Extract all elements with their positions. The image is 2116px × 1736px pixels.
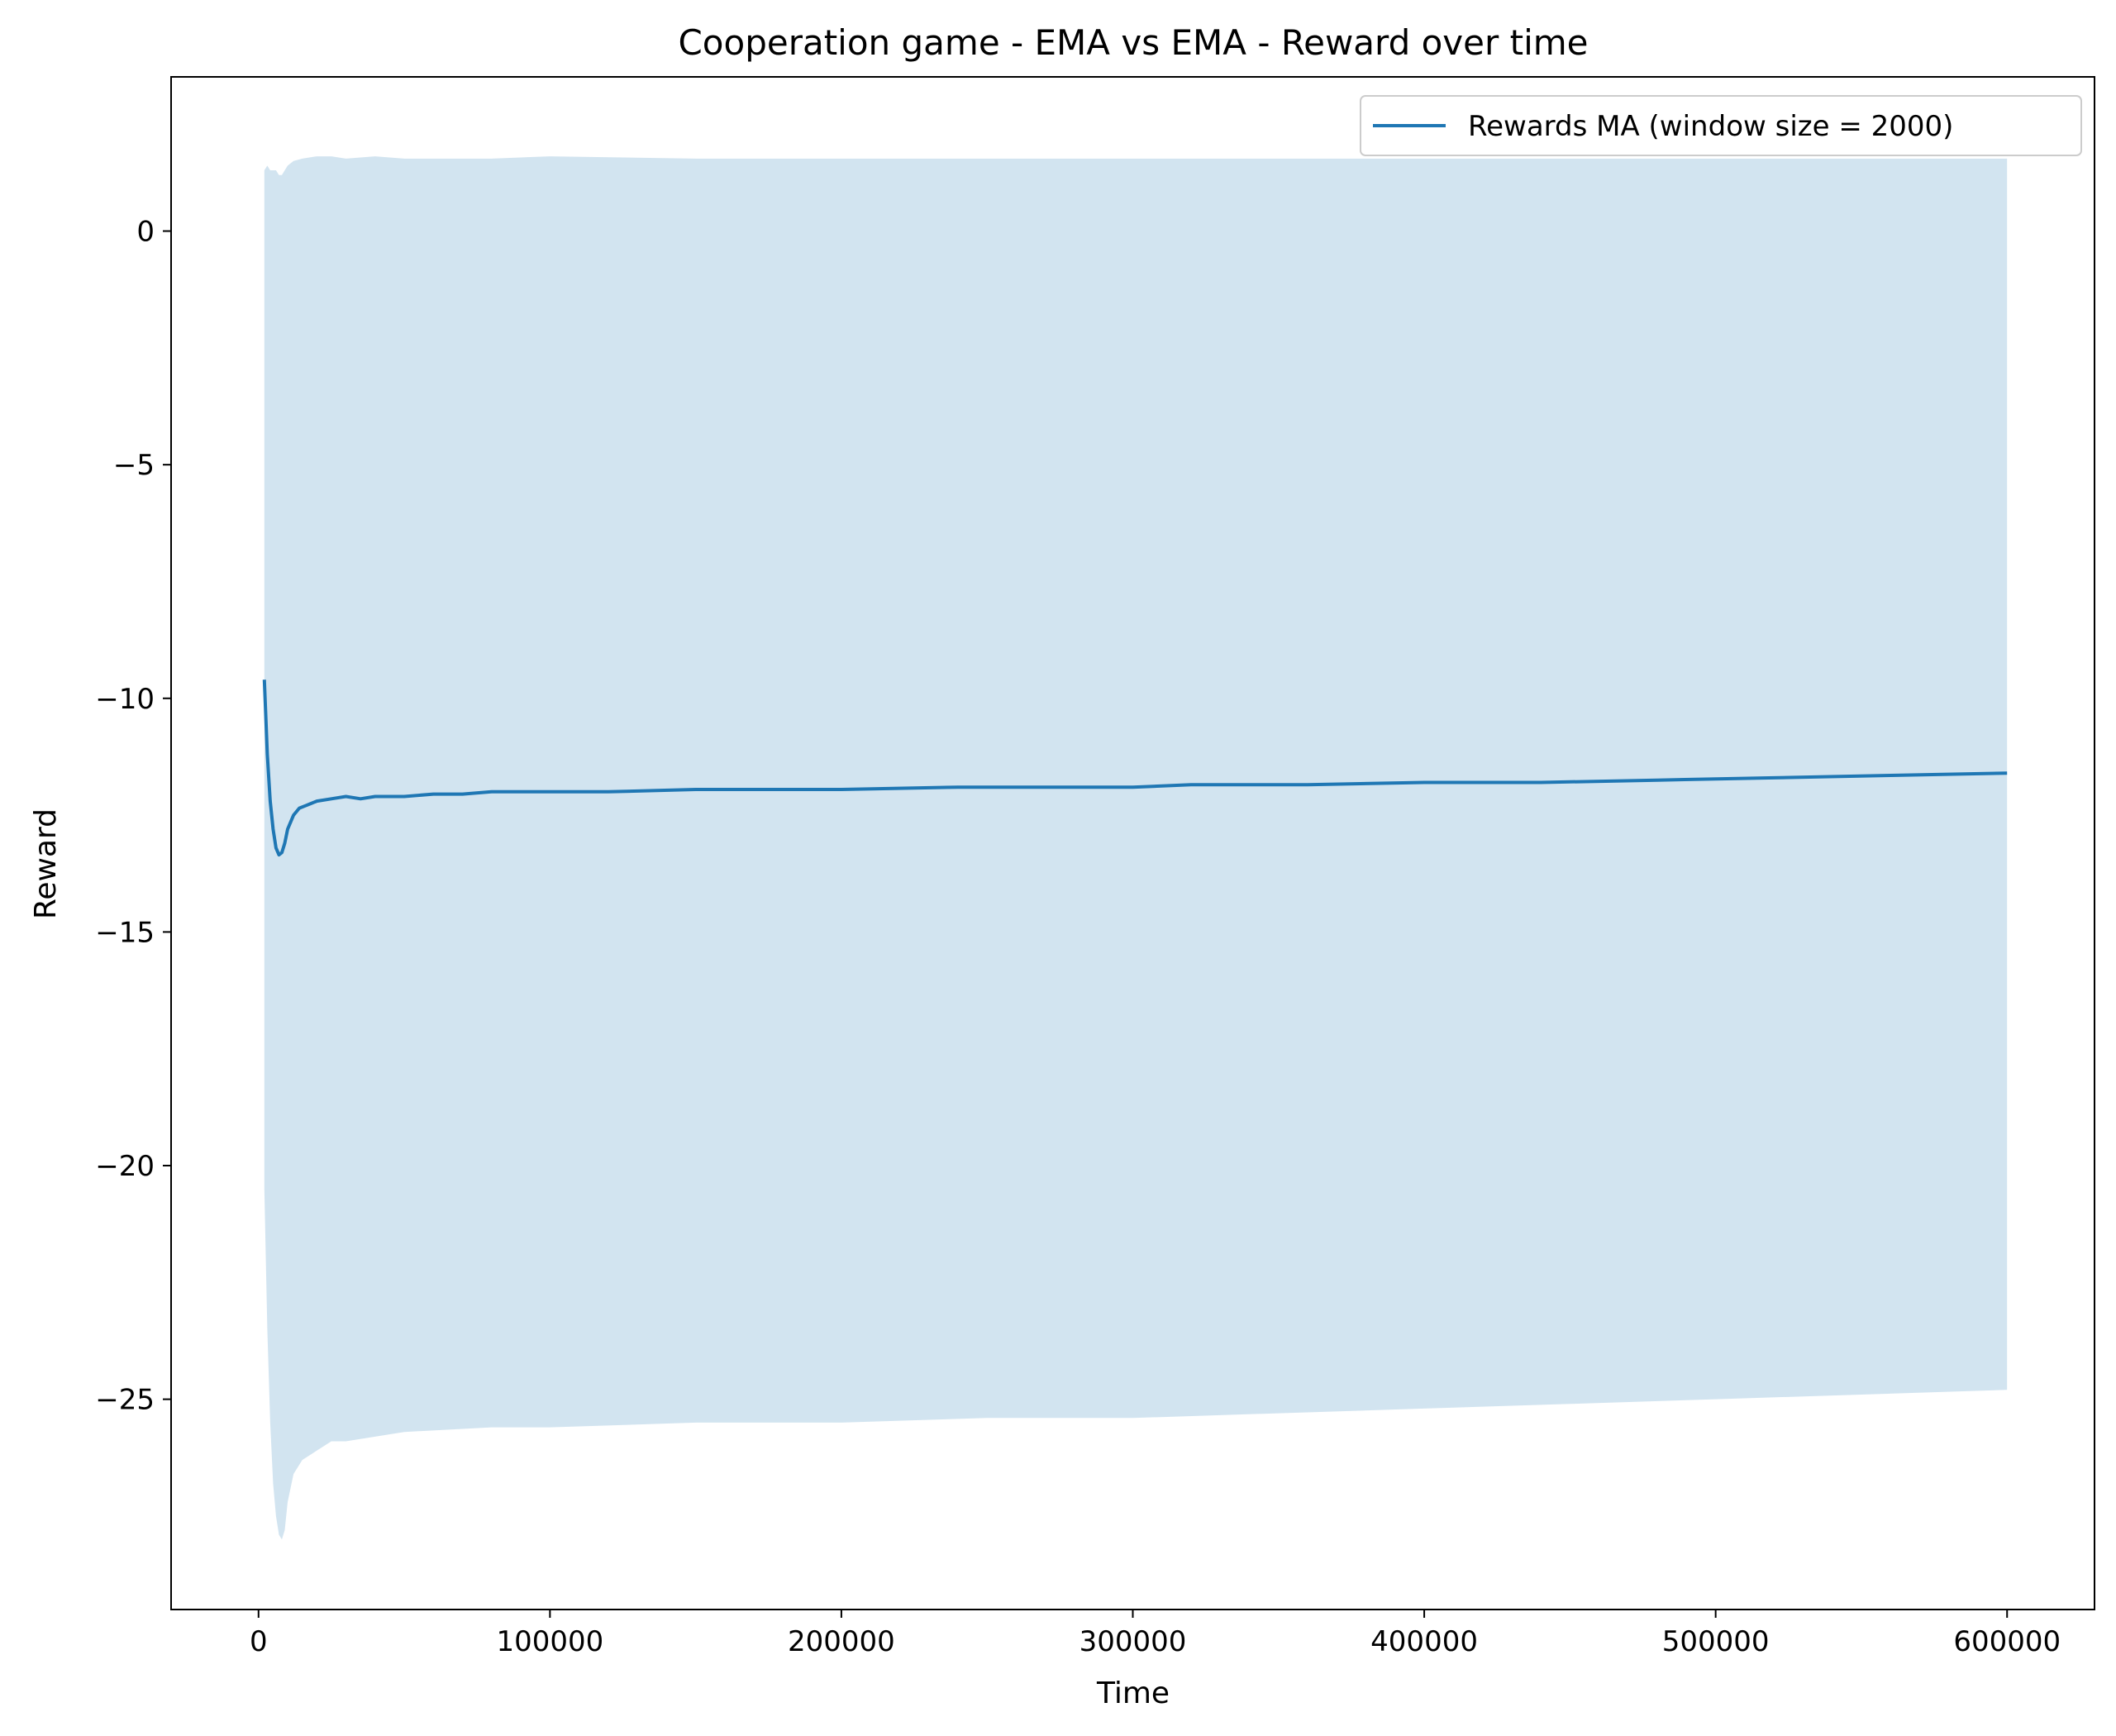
x-tick-label: 600000	[1953, 1625, 2061, 1658]
x-axis: 0 100000 200000 300000 400000 500000 600000	[250, 1610, 2061, 1658]
y-tick-label: −5	[113, 449, 155, 482]
y-tick-label: −10	[95, 683, 155, 716]
x-tick-label: 400000	[1370, 1625, 1478, 1658]
legend-box	[1360, 95, 2082, 156]
y-tick-label: −25	[95, 1384, 155, 1417]
legend-label: Rewards MA (window size = 2000)	[1468, 110, 1953, 143]
x-tick-label: 300000	[1079, 1625, 1187, 1658]
x-tick-label: 200000	[788, 1625, 895, 1658]
y-tick-label: −15	[95, 916, 155, 949]
std-band	[264, 156, 2008, 1540]
chart-title: Cooperation game - EMA vs EMA - Reward o…	[678, 22, 1588, 63]
y-axis: 0 −5 −10 −15 −20 −25	[95, 216, 171, 1417]
series-line-0	[262, 680, 2008, 857]
legend: Rewards MA (window size = 2000)	[1360, 95, 2082, 156]
x-axis-label: Time	[1096, 1676, 1170, 1710]
y-axis-label: Reward	[29, 808, 63, 919]
plot-area	[262, 156, 2008, 1540]
x-tick-label: 0	[250, 1625, 268, 1658]
x-tick-label: 100000	[496, 1625, 603, 1658]
x-tick-label: 500000	[1662, 1625, 1770, 1658]
y-tick-label: 0	[136, 216, 155, 249]
y-tick-label: −20	[95, 1150, 155, 1183]
